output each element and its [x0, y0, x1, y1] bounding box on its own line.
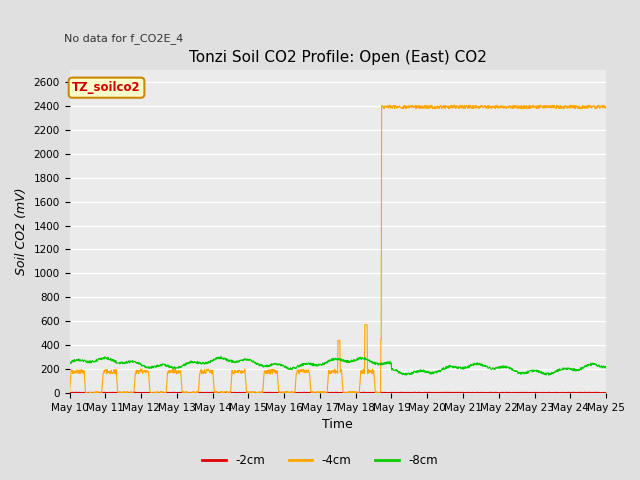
- Text: No data for f_CO2E_4: No data for f_CO2E_4: [64, 33, 184, 44]
- Y-axis label: Soil CO2 (mV): Soil CO2 (mV): [15, 188, 28, 275]
- Legend: -2cm, -4cm, -8cm: -2cm, -4cm, -8cm: [198, 449, 442, 472]
- X-axis label: Time: Time: [323, 419, 353, 432]
- Title: Tonzi Soil CO2 Profile: Open (East) CO2: Tonzi Soil CO2 Profile: Open (East) CO2: [189, 49, 487, 64]
- Text: TZ_soilco2: TZ_soilco2: [72, 81, 141, 94]
